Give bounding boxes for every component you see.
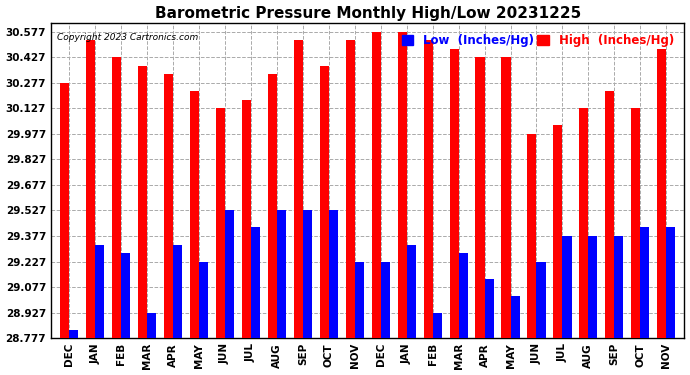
Bar	[69, 330, 78, 338]
Bar	[484, 279, 493, 338]
Bar	[511, 296, 520, 338]
Bar	[527, 134, 537, 338]
Bar	[372, 32, 381, 338]
Bar	[60, 83, 69, 338]
Bar	[605, 91, 614, 338]
Bar	[346, 40, 355, 338]
Bar	[631, 108, 640, 338]
Bar	[251, 228, 260, 338]
Bar	[459, 253, 468, 338]
Bar	[225, 210, 234, 338]
Bar	[241, 100, 251, 338]
Bar	[147, 313, 156, 338]
Bar	[406, 244, 416, 338]
Bar	[319, 66, 329, 338]
Bar	[95, 244, 104, 338]
Bar	[190, 91, 199, 338]
Bar	[268, 74, 277, 338]
Bar	[277, 210, 286, 338]
Bar	[303, 210, 312, 338]
Bar	[537, 262, 546, 338]
Bar	[355, 262, 364, 338]
Bar	[173, 244, 182, 338]
Bar	[433, 313, 442, 338]
Bar	[138, 66, 147, 338]
Text: Copyright 2023 Cartronics.com: Copyright 2023 Cartronics.com	[57, 33, 199, 42]
Bar	[614, 236, 624, 338]
Bar	[553, 125, 562, 338]
Bar	[199, 262, 208, 338]
Bar	[86, 40, 95, 338]
Bar	[449, 49, 459, 338]
Bar	[397, 32, 406, 338]
Bar	[121, 253, 130, 338]
Bar	[640, 228, 649, 338]
Bar	[589, 236, 598, 338]
Bar	[112, 57, 121, 338]
Bar	[424, 40, 433, 338]
Bar	[381, 262, 390, 338]
Bar	[657, 49, 667, 338]
Bar	[502, 57, 511, 338]
Legend: Low  (Inches/Hg), High  (Inches/Hg): Low (Inches/Hg), High (Inches/Hg)	[397, 29, 678, 51]
Bar	[329, 210, 338, 338]
Title: Barometric Pressure Monthly High/Low 20231225: Barometric Pressure Monthly High/Low 202…	[155, 6, 581, 21]
Bar	[294, 40, 303, 338]
Bar	[475, 57, 484, 338]
Bar	[580, 108, 589, 338]
Bar	[216, 108, 225, 338]
Bar	[667, 228, 676, 338]
Bar	[562, 236, 571, 338]
Bar	[164, 74, 173, 338]
